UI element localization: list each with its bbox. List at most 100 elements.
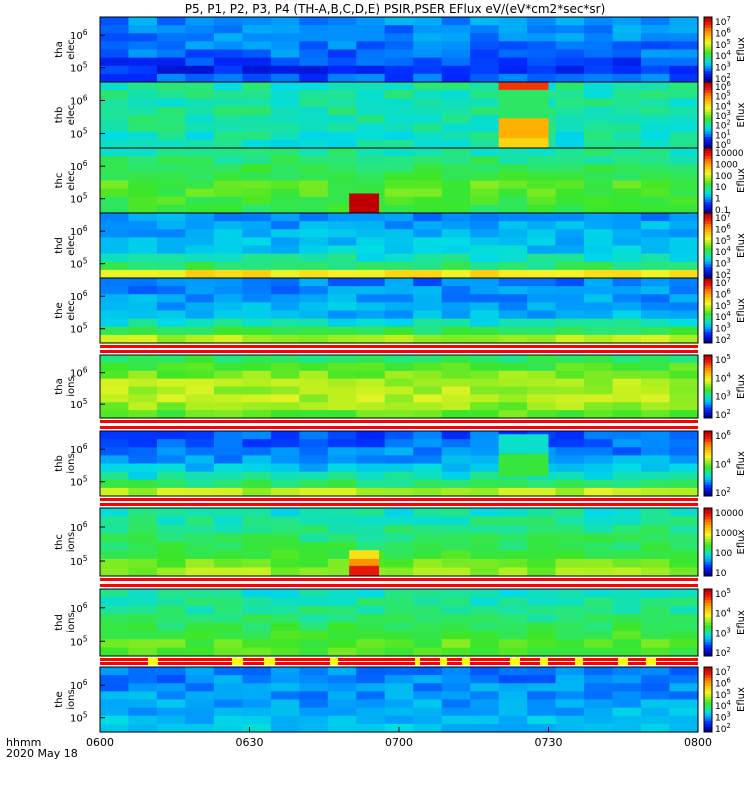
heatmap-cell [498,479,528,489]
heatmap-cell [441,471,471,481]
heatmap-cell [413,49,443,59]
heatmap-cell [185,567,215,577]
heatmap-cell [270,172,300,182]
heatmap-cell [498,715,528,725]
separator-stripe-bottom [100,426,698,429]
heatmap-cell [327,33,357,42]
heatmap-cell [100,261,130,271]
heatmap-cell [441,318,471,328]
heatmap-cell [242,550,272,560]
heatmap-cell [156,17,187,26]
heatmap-cell [100,326,130,336]
heatmap-cell [213,639,243,649]
heatmap-cell [527,675,557,684]
heatmap-cell [299,691,329,701]
heatmap-cell [100,98,130,108]
heatmap-cell [641,699,671,709]
heatmap-cell [527,410,557,419]
heatmap-cell [100,723,130,733]
heatmap-cell [470,715,500,725]
heatmap-cell [327,479,357,489]
heatmap-cell [156,362,187,372]
colorbar-segment [704,647,712,651]
heatmap-cell [384,41,414,51]
heatmap-cell [128,253,158,263]
heatmap-cell [299,542,329,552]
heatmap-cell [441,355,471,364]
heatmap-cell [612,667,642,676]
heatmap-cell [327,463,357,473]
colorbar-segment [704,630,712,635]
heatmap-cell [470,691,500,701]
heatmap-cell [612,479,642,489]
heatmap-cell [612,261,642,271]
heatmap-cell [327,533,357,543]
heatmap-cell [185,172,215,182]
heatmap-cell [527,567,557,577]
colorbar-segment [704,245,712,249]
heatmap-cell [555,326,585,336]
separator-dash [540,658,548,665]
heatmap-cell [612,278,642,287]
heatmap-cell [327,115,357,124]
heatmap-cell [413,370,443,380]
heatmap-cell [242,188,272,198]
heatmap-cell [156,667,187,676]
heatmap-cell [128,431,158,440]
heatmap-cell [470,667,500,676]
heatmap-cell [470,213,500,222]
heatmap-cell [299,559,329,569]
heatmap-cell [612,57,642,67]
heatmap-cell [413,334,443,344]
heatmap-cell [413,622,443,632]
heatmap-cell [213,148,243,157]
heatmap-cell [612,17,642,26]
heatmap-cell [641,723,671,733]
heatmap-cell [527,639,557,649]
heatmap-cell [213,691,243,701]
heatmap-cell [128,614,158,624]
heatmap-cell [470,355,500,364]
heatmap-cell [612,647,642,657]
heatmap-cell [669,326,699,336]
heatmap-cell [213,17,243,26]
heatmap-cell [669,723,699,733]
heatmap-cell [413,286,443,295]
y-tick-label: 105 [70,322,88,336]
heatmap-cell [327,17,357,26]
heatmap-cell [327,106,357,116]
heatmap-cell [413,431,443,440]
heatmap-cell [128,402,158,411]
heatmap-cell [470,550,500,560]
heatmap-cell [156,131,187,141]
heatmap-cell [213,675,243,684]
heatmap-cell [413,57,443,67]
colorbar-tick-label: 10 [715,183,727,193]
colorbar-segment [704,302,712,306]
heatmap-cell [156,567,187,577]
colorbar-segment [704,553,712,557]
heatmap-cell [555,229,585,238]
heatmap-cell [356,253,386,263]
heatmap-cell [327,431,357,440]
heatmap-cell [213,707,243,717]
heatmap-cell [384,90,414,100]
heatmap-cell [413,65,443,75]
heatmap-cell [327,550,357,560]
heatmap-cell [242,622,272,632]
heatmap-cell [441,597,471,607]
heatmap-cell [384,471,414,481]
heatmap-cell [185,41,215,51]
heatmap-cell [527,302,557,312]
colorbar-segment [704,73,712,78]
heatmap-cell [356,362,386,372]
heatmap-cell [156,106,187,116]
heatmap-cell [413,33,443,42]
colorbar-segment [704,650,712,654]
heatmap-cell [584,334,614,344]
heatmap-cell [555,213,585,222]
heatmap-cell [669,253,699,263]
heatmap-cell [185,683,215,692]
heatmap-cell [555,402,585,411]
